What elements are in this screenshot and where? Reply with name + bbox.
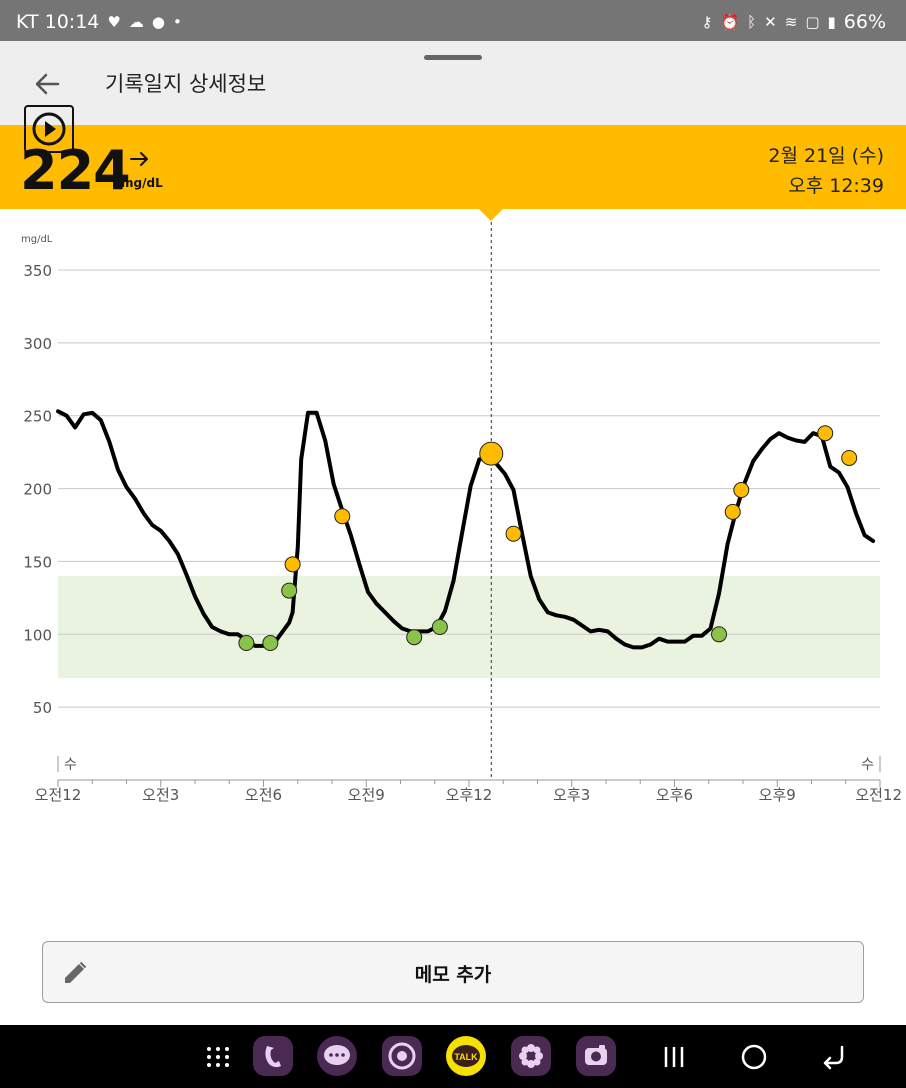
battery-text: 66% — [843, 11, 886, 33]
in-range-marker[interactable] — [238, 635, 255, 652]
day-label: 수 — [861, 757, 874, 773]
y-tick-label: 250 — [23, 408, 52, 426]
mute-icon: ✕ — [764, 13, 777, 31]
y-tick-label: 350 — [23, 262, 52, 280]
hd-icon: ▢ — [805, 13, 820, 31]
play-icon — [32, 112, 66, 146]
recents-icon[interactable] — [656, 1039, 692, 1075]
high-marker[interactable] — [334, 508, 351, 525]
high-marker[interactable] — [733, 482, 750, 499]
glucose-unit: mg/dL — [121, 176, 163, 190]
back-button[interactable] — [30, 69, 66, 99]
x-tick-label: 오전6 — [245, 786, 282, 804]
x-tick-label: 오후9 — [759, 786, 796, 804]
y-tick-label: 150 — [23, 553, 52, 571]
high-marker[interactable] — [505, 525, 522, 542]
kakaotalk-icon[interactable]: TALK — [446, 1036, 486, 1076]
high-marker[interactable] — [284, 556, 301, 573]
messages-icon[interactable] — [317, 1036, 357, 1076]
x-tick-label: 오전3 — [142, 786, 179, 804]
x-tick-label: 오전12 — [35, 786, 82, 804]
in-range-marker[interactable] — [431, 619, 448, 635]
in-range-marker[interactable] — [406, 629, 423, 646]
y-tick-label: 100 — [23, 626, 52, 644]
page-title: 기록일지 상세정보 — [105, 72, 267, 96]
camera-icon[interactable] — [576, 1036, 616, 1076]
drag-handle[interactable] — [424, 55, 482, 60]
navigation-bar: TALK — [0, 1025, 906, 1088]
y-tick-label: 300 — [23, 335, 52, 353]
cloud-icon: ☁ — [128, 13, 144, 31]
in-range-marker[interactable] — [281, 582, 298, 599]
x-tick-label: 오전9 — [348, 786, 385, 804]
dot-icon: • — [172, 13, 182, 31]
y-axis-label: mg/dL — [21, 234, 53, 245]
apps-grid-icon[interactable] — [200, 1039, 236, 1075]
x-tick-label: 오후12 — [446, 786, 493, 804]
glucose-chart[interactable]: 50 100 150 200 250 300 350 mg/dL 오전12 오전3 오전6 오전9 오후… — [0, 220, 906, 820]
glucose-value: 224 — [20, 139, 131, 202]
gallery-icon[interactable] — [511, 1036, 551, 1076]
reading-banner: 224 mg/dL 2월 21일 (수) 오후 12:39 — [0, 125, 906, 209]
status-right: ⚷ ⏰ ᛒ ✕ ≋ ▢ ▮ 66% — [701, 11, 886, 33]
play-button[interactable] — [24, 105, 74, 153]
x-tick-label: 오후6 — [656, 786, 693, 804]
badge-icon: ● — [151, 13, 165, 31]
arrow-left-icon — [35, 73, 60, 95]
bluetooth-icon: ᛒ — [747, 13, 757, 31]
kakao-label: TALK — [454, 1052, 478, 1062]
cursor-pointer — [479, 209, 503, 221]
status-left: KT 10:14 ♥ ☁ ● • — [16, 11, 182, 33]
signal-icon: ▮ — [827, 13, 836, 31]
add-memo-button[interactable]: 메모 추가 — [42, 941, 864, 1003]
high-marker[interactable] — [724, 503, 741, 520]
high-marker[interactable] — [817, 425, 834, 442]
x-tick-label: 오후3 — [553, 786, 590, 804]
alarm-icon: ⏰ — [720, 13, 740, 31]
pencil-icon — [65, 961, 87, 983]
arrow-right-icon — [130, 152, 148, 166]
chrome-icon[interactable] — [382, 1036, 422, 1076]
reading-date: 2월 21일 (수) — [768, 145, 884, 167]
key-icon: ⚷ — [701, 13, 713, 31]
carrier-time: KT 10:14 — [16, 11, 100, 33]
x-tick-label: 오전12 — [855, 786, 902, 804]
home-icon[interactable] — [736, 1039, 772, 1075]
target-range-band — [58, 576, 880, 678]
in-range-marker[interactable] — [262, 635, 279, 652]
memo-label: 메모 추가 — [414, 964, 492, 986]
high-marker[interactable] — [841, 449, 858, 466]
day-label: 수 — [64, 757, 77, 773]
status-bar: KT 10:14 ♥ ☁ ● • ⚷ ⏰ ᛒ ✕ ≋ ▢ ▮ 66% — [0, 0, 906, 41]
current-reading-marker[interactable] — [479, 441, 504, 466]
heart-icon: ♥ — [107, 13, 121, 31]
y-tick-label: 50 — [33, 699, 52, 717]
app-bar: 기록일지 상세정보 — [0, 41, 906, 125]
back-icon[interactable] — [816, 1039, 852, 1075]
y-tick-label: 200 — [23, 481, 52, 499]
wifi-icon: ≋ — [784, 13, 798, 31]
phone-icon[interactable] — [253, 1036, 293, 1076]
reading-time: 오후 12:39 — [788, 175, 884, 197]
in-range-marker[interactable] — [711, 626, 728, 643]
